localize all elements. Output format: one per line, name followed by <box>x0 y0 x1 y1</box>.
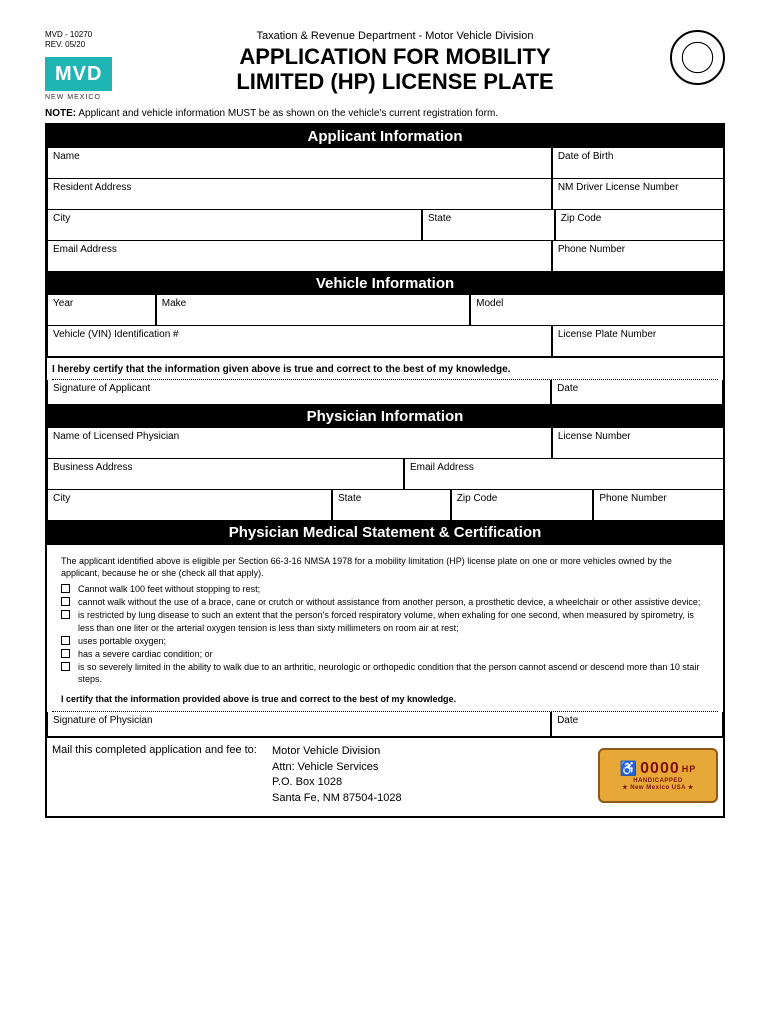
statement-intro: The applicant identified above is eligib… <box>61 555 709 579</box>
field-resident-address[interactable]: Resident Address <box>47 179 552 210</box>
mvd-logo-sub: NEW MEXICO <box>45 93 135 102</box>
field-physician-signature[interactable]: Signature of Physician <box>47 712 551 737</box>
plate-suffix: HP <box>682 764 697 774</box>
mvd-logo: MVD <box>45 57 112 91</box>
dept-line: Taxation & Revenue Department - Motor Ve… <box>135 30 655 42</box>
checkbox-icon[interactable] <box>61 584 70 593</box>
field-city[interactable]: City <box>47 210 422 241</box>
row-vehicle-ymm: Year Make Model <box>47 295 723 326</box>
field-applicant-sig-date[interactable]: Date <box>551 380 723 405</box>
check-item: is restricted by lung disease to such an… <box>61 609 709 633</box>
row-applicant-sig: Signature of Applicant Date <box>47 380 723 405</box>
wheelchair-icon: ♿ <box>620 760 638 777</box>
plate-sub2: ★ New Mexico USA ★ <box>622 784 694 791</box>
applicant-cert-text: I hereby certify that the information gi… <box>47 357 723 379</box>
field-model[interactable]: Model <box>470 295 723 326</box>
row-applicant-city: City State Zip Code <box>47 210 723 241</box>
field-dl-number[interactable]: NM Driver License Number <box>552 179 723 210</box>
header-title-block: Taxation & Revenue Department - Motor Ve… <box>135 30 655 95</box>
statement-checklist: Cannot walk 100 feet without stopping to… <box>61 583 709 685</box>
row-applicant-addr: Resident Address NM Driver License Numbe… <box>47 179 723 210</box>
check-text: has a severe cardiac condition; or <box>78 648 213 660</box>
field-physician-sig-date[interactable]: Date <box>551 712 723 737</box>
checkbox-icon[interactable] <box>61 636 70 645</box>
footer-addr4: Santa Fe, NM 87504-1028 <box>272 791 578 806</box>
field-zip[interactable]: Zip Code <box>555 210 723 241</box>
section-applicant-header: Applicant Information <box>47 125 723 148</box>
field-phone[interactable]: Phone Number <box>552 241 723 272</box>
check-text: Cannot walk 100 feet without stopping to… <box>78 583 260 595</box>
field-physician-phone[interactable]: Phone Number <box>593 490 723 521</box>
check-text: is so severely limited in the ability to… <box>78 661 709 685</box>
field-dob[interactable]: Date of Birth <box>552 148 723 179</box>
footer-addr1: Motor Vehicle Division <box>272 744 578 759</box>
field-physician-email[interactable]: Email Address <box>404 459 723 490</box>
header-block: MVD - 10270 REV. 05/20 MVD NEW MEXICO Ta… <box>45 30 725 102</box>
state-seal-icon <box>670 30 725 85</box>
row-physician-sig: Signature of Physician Date <box>47 712 723 737</box>
field-vin[interactable]: Vehicle (VIN) Identification # <box>47 326 552 357</box>
check-text: is restricted by lung disease to such an… <box>78 609 709 633</box>
row-applicant-name: Name Date of Birth <box>47 148 723 179</box>
field-email[interactable]: Email Address <box>47 241 552 272</box>
row-vehicle-vin: Vehicle (VIN) Identification # License P… <box>47 326 723 357</box>
row-physician-city: City State Zip Code Phone Number <box>47 490 723 521</box>
title-line-2: LIMITED (HP) LICENSE PLATE <box>135 69 655 94</box>
title-line-1: APPLICATION FOR MOBILITY <box>135 44 655 69</box>
row-physician-addr: Business Address Email Address <box>47 459 723 490</box>
footer-addr2: Attn: Vehicle Services <box>272 760 578 775</box>
footer-mail-label: Mail this completed application and fee … <box>52 744 272 806</box>
note-line: NOTE: Applicant and vehicle information … <box>45 108 725 119</box>
checkbox-icon[interactable] <box>61 597 70 606</box>
field-state[interactable]: State <box>422 210 555 241</box>
field-applicant-signature[interactable]: Signature of Applicant <box>47 380 551 405</box>
check-item: Cannot walk 100 feet without stopping to… <box>61 583 709 595</box>
check-item: has a severe cardiac condition; or <box>61 648 709 660</box>
check-text: cannot walk without the use of a brace, … <box>78 596 700 608</box>
physician-cert-text: I certify that the information provided … <box>61 693 709 705</box>
field-physician-name[interactable]: Name of Licensed Physician <box>47 428 552 459</box>
note-text: Applicant and vehicle information MUST b… <box>78 108 498 119</box>
field-make[interactable]: Make <box>156 295 470 326</box>
seal-container <box>655 30 725 85</box>
section-statement-header: Physician Medical Statement & Certificat… <box>47 521 723 544</box>
plate-number: 0000 <box>640 760 680 778</box>
footer-addr3: P.O. Box 1028 <box>272 775 578 790</box>
license-plate-icon: ♿ 0000 HP HANDICAPPED ★ New Mexico USA ★ <box>598 748 718 803</box>
footer-plate-container: ♿ 0000 HP HANDICAPPED ★ New Mexico USA ★ <box>578 744 718 806</box>
checkbox-icon[interactable] <box>61 662 70 671</box>
field-year[interactable]: Year <box>47 295 156 326</box>
section-physician-header: Physician Information <box>47 405 723 428</box>
field-name[interactable]: Name <box>47 148 552 179</box>
note-label: NOTE: <box>45 108 76 119</box>
check-item: uses portable oxygen; <box>61 635 709 647</box>
form-number: MVD - 10270 <box>45 30 135 40</box>
row-physician-name: Name of Licensed Physician License Numbe… <box>47 428 723 459</box>
footer-row: Mail this completed application and fee … <box>47 737 723 816</box>
field-business-address[interactable]: Business Address <box>47 459 404 490</box>
form-meta: MVD - 10270 REV. 05/20 MVD NEW MEXICO <box>45 30 135 102</box>
check-text: uses portable oxygen; <box>78 635 166 647</box>
form-container: Applicant Information Name Date of Birth… <box>45 123 725 818</box>
field-physician-zip[interactable]: Zip Code <box>451 490 594 521</box>
field-plate-number[interactable]: License Plate Number <box>552 326 723 357</box>
section-vehicle-header: Vehicle Information <box>47 272 723 295</box>
field-license-number[interactable]: License Number <box>552 428 723 459</box>
footer-address: Motor Vehicle Division Attn: Vehicle Ser… <box>272 744 578 806</box>
field-physician-state[interactable]: State <box>332 490 451 521</box>
checkbox-icon[interactable] <box>61 649 70 658</box>
checkbox-icon[interactable] <box>61 610 70 619</box>
check-item: cannot walk without the use of a brace, … <box>61 596 709 608</box>
row-applicant-email: Email Address Phone Number <box>47 241 723 272</box>
statement-body: The applicant identified above is eligib… <box>47 544 723 712</box>
check-item: is so severely limited in the ability to… <box>61 661 709 685</box>
field-physician-city[interactable]: City <box>47 490 332 521</box>
form-rev: REV. 05/20 <box>45 40 135 50</box>
